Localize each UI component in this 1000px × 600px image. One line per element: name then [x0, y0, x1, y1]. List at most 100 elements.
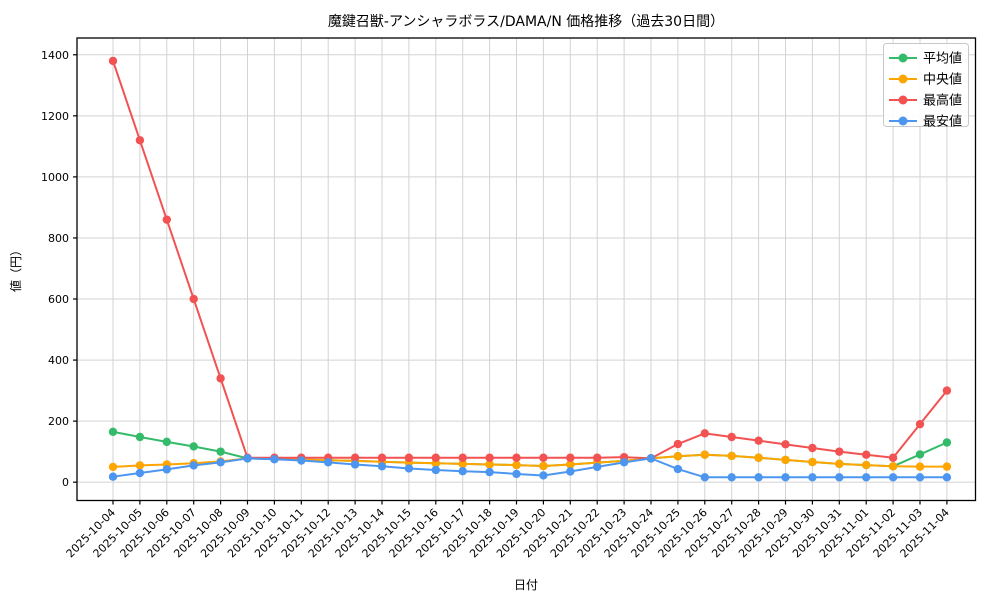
y-tick-label: 1400	[41, 49, 69, 62]
y-tick-label: 0	[62, 476, 69, 489]
series-marker	[862, 450, 871, 459]
series-marker	[539, 471, 548, 480]
series-marker	[835, 447, 844, 456]
series-marker	[915, 473, 925, 482]
series-marker	[485, 453, 494, 462]
series-marker	[431, 465, 440, 475]
series-marker	[781, 473, 790, 482]
series-marker	[377, 462, 387, 471]
series-marker	[942, 473, 952, 482]
series-marker	[458, 453, 467, 462]
series-marker	[593, 453, 602, 462]
series-marker	[727, 432, 736, 442]
series-marker	[512, 453, 521, 462]
series-marker	[216, 458, 225, 467]
series-marker	[404, 464, 414, 473]
series-marker	[108, 427, 118, 437]
series-marker	[108, 56, 118, 66]
legend-marker	[898, 74, 908, 84]
series-marker	[162, 437, 171, 447]
series-marker	[539, 453, 548, 462]
series-line	[112, 457, 948, 479]
series-marker	[700, 473, 709, 482]
tick-layer: 2025-10-042025-10-052025-10-062025-10-07…	[41, 49, 952, 561]
series-marker	[808, 443, 817, 453]
series-marker	[781, 440, 790, 449]
y-tick-label: 400	[48, 354, 69, 367]
series-marker	[942, 438, 952, 447]
series-marker	[754, 473, 763, 482]
series-marker	[727, 473, 736, 482]
series-marker	[593, 462, 602, 472]
series-marker	[135, 461, 145, 470]
series-marker	[781, 455, 790, 465]
series-marker	[727, 451, 736, 461]
series-marker	[189, 442, 198, 451]
series-marker	[189, 461, 198, 470]
series-marker	[700, 450, 709, 459]
series-marker	[135, 468, 145, 478]
series-marker	[619, 458, 629, 467]
legend-label: 中央値	[923, 72, 962, 88]
legend-box	[883, 43, 969, 127]
series-marker	[754, 453, 763, 462]
series-marker	[485, 460, 494, 469]
series-marker	[808, 457, 817, 467]
series-marker	[108, 472, 118, 481]
series-marker	[673, 464, 683, 474]
series-marker	[512, 469, 521, 479]
y-tick-label: 200	[48, 415, 69, 428]
y-tick-label: 800	[48, 232, 69, 245]
series-marker	[350, 453, 360, 462]
legend-item: 中央値	[889, 72, 962, 88]
series-marker	[539, 461, 548, 471]
series-marker	[862, 473, 871, 482]
series-marker	[270, 455, 279, 464]
series-marker	[915, 419, 925, 429]
series-3	[108, 454, 952, 482]
series-marker	[458, 459, 467, 469]
series-marker	[566, 467, 575, 476]
series-marker	[189, 294, 198, 304]
series-marker	[216, 374, 225, 383]
series-marker	[835, 473, 844, 482]
plot-border	[76, 37, 977, 502]
y-tick-label: 1000	[41, 171, 69, 184]
series-marker	[162, 465, 171, 474]
x-axis-label: 日付	[514, 578, 538, 592]
series-marker	[162, 215, 171, 224]
series-marker	[888, 462, 898, 471]
series-marker	[108, 462, 118, 472]
series-marker	[135, 136, 145, 145]
legend-marker	[898, 53, 908, 63]
series-marker	[350, 460, 360, 469]
series-marker	[673, 439, 683, 449]
series-line	[112, 59, 948, 460]
series-marker	[888, 453, 898, 462]
legend-item: 最高値	[889, 93, 962, 109]
series-2	[108, 56, 952, 463]
series-marker	[700, 429, 709, 438]
series-marker	[808, 473, 817, 482]
series-marker	[915, 450, 925, 459]
series-marker	[942, 462, 952, 471]
series-marker	[431, 453, 440, 462]
series-marker	[404, 453, 414, 462]
series-marker	[566, 460, 575, 469]
series-marker	[324, 458, 333, 467]
y-tick-label: 1200	[41, 110, 69, 123]
series-marker	[512, 460, 521, 470]
chart-title: 魔鍵召獣-アンシャラボラス/DAMA/N 価格推移（過去30日間）	[328, 14, 724, 30]
series-marker	[915, 462, 925, 471]
series-marker	[862, 460, 871, 470]
series-marker	[888, 473, 898, 482]
series-marker	[243, 454, 252, 463]
series-marker	[135, 432, 145, 442]
series-marker	[216, 447, 225, 456]
series-marker	[754, 436, 763, 445]
y-tick-label: 600	[48, 293, 69, 306]
